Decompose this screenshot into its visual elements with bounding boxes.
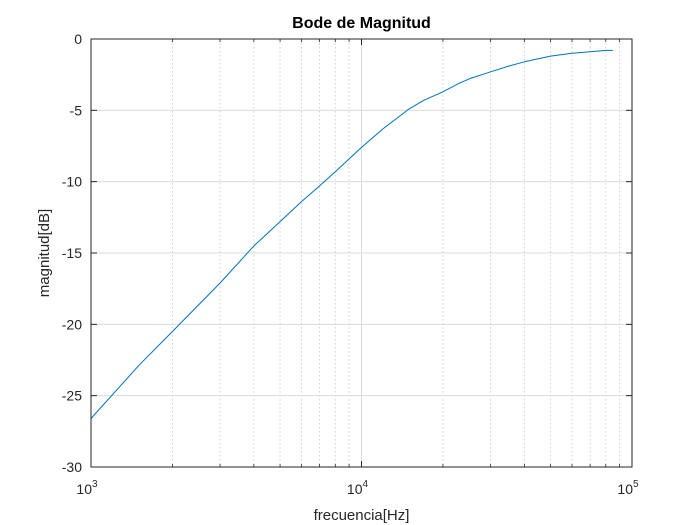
tick-marks xyxy=(90,38,633,468)
y-tick-label: 0 xyxy=(74,31,82,47)
y-tick-label: -30 xyxy=(62,459,82,475)
x-tick-label-base: 10 xyxy=(347,481,363,497)
x-tick-label-exponent: 5 xyxy=(633,479,639,490)
series-line xyxy=(90,49,613,419)
x-tick-label-base: 10 xyxy=(76,481,92,497)
x-tick-label-exponent: 3 xyxy=(92,479,98,490)
y-tick-label: -5 xyxy=(70,102,83,118)
x-axis-title: frecuencia[Hz] xyxy=(314,507,410,524)
x-tick-label-exponent: 4 xyxy=(363,479,369,490)
y-tick-label: -20 xyxy=(62,316,82,332)
chart-title: Bode de Magnitud xyxy=(292,15,431,32)
y-axis-title: magnitud[dB] xyxy=(36,209,53,297)
x-tick-label-base: 10 xyxy=(617,481,633,497)
y-tick-label: -15 xyxy=(62,245,82,261)
x-tick-label: 105 xyxy=(617,479,639,497)
y-tick-label: -10 xyxy=(62,174,82,190)
x-tick-label: 103 xyxy=(76,479,98,497)
series-layer xyxy=(90,49,613,419)
x-tick-label: 104 xyxy=(347,479,369,497)
y-tick-label: -25 xyxy=(62,388,82,404)
